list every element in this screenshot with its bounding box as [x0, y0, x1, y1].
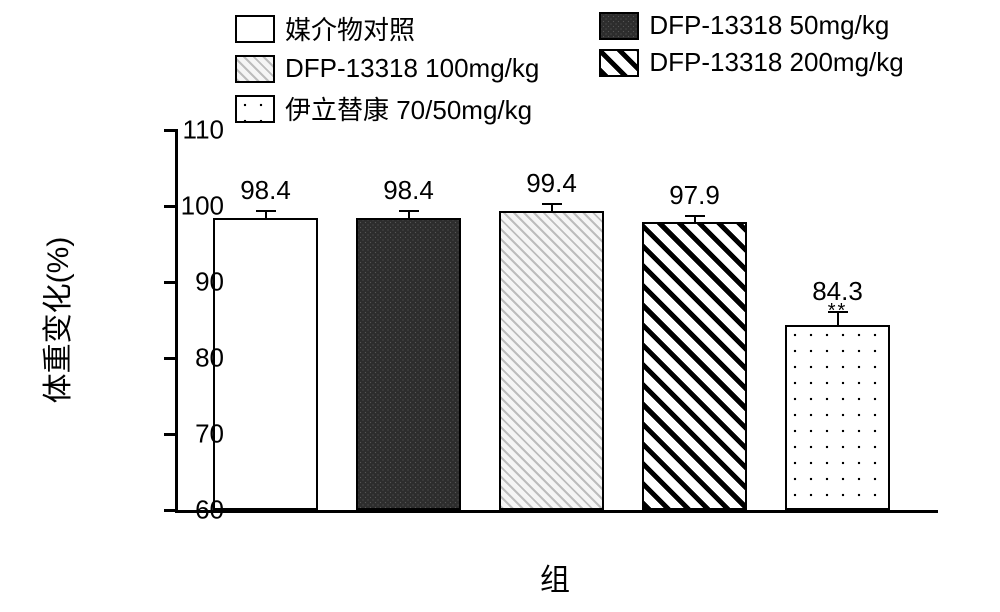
error-cap [256, 210, 276, 212]
y-tick [164, 281, 178, 284]
y-tick [164, 129, 178, 132]
y-tick-label: 60 [195, 495, 224, 526]
error-bar [408, 211, 410, 219]
error-cap [685, 215, 705, 217]
bar [642, 222, 747, 510]
legend-label: 媒介物对照 [285, 10, 415, 47]
y-axis-label: 体重变化(%) [33, 237, 77, 404]
legend-col-1: 媒介物对照 DFP-13318 100mg/kg 伊立替康 70/50mg/kg [235, 10, 539, 127]
legend-swatch [235, 55, 275, 83]
y-tick-label: 90 [195, 267, 224, 298]
legend-label: 伊立替康 70/50mg/kg [285, 90, 532, 127]
bar [356, 218, 461, 510]
y-tick-label: 80 [195, 343, 224, 374]
significance-label: ** [828, 300, 848, 323]
bar-value-label: 98.4 [383, 175, 434, 206]
legend-label: DFP-13318 200mg/kg [649, 47, 903, 78]
y-tick [164, 509, 178, 512]
y-tick [164, 205, 178, 208]
legend-label: DFP-13318 50mg/kg [649, 10, 889, 41]
bar-value-label: 97.9 [669, 180, 720, 211]
bar [499, 211, 604, 510]
legend-item: DFP-13318 50mg/kg [599, 10, 903, 41]
legend-item: DFP-13318 100mg/kg [235, 53, 539, 84]
legend-item: 伊立替康 70/50mg/kg [235, 90, 539, 127]
y-tick-label: 110 [183, 115, 224, 146]
y-tick [164, 433, 178, 436]
legend-label: DFP-13318 100mg/kg [285, 53, 539, 84]
bar-value-label: 98.4 [240, 175, 291, 206]
error-cap [542, 203, 562, 205]
legend-item: 媒介物对照 [235, 10, 539, 47]
y-tick-label: 70 [195, 419, 224, 450]
error-cap [399, 210, 419, 212]
y-tick-label: 100 [181, 191, 224, 222]
bar [213, 218, 318, 510]
bar-value-label: 99.4 [526, 168, 577, 199]
legend-swatch [235, 15, 275, 43]
legend-swatch [599, 49, 639, 77]
plot-area: 98.498.499.497.984.3** [175, 130, 938, 513]
legend-swatch [235, 95, 275, 123]
bar [785, 325, 890, 510]
error-bar [265, 211, 267, 219]
x-axis-label: 组 [540, 555, 570, 599]
y-tick [164, 357, 178, 360]
legend-item: DFP-13318 200mg/kg [599, 47, 903, 78]
legend-swatch [599, 12, 639, 40]
figure-root: 媒介物对照 DFP-13318 100mg/kg 伊立替康 70/50mg/kg D… [0, 0, 1000, 612]
legend-col-2: DFP-13318 50mg/kg DFP-13318 200mg/kg [599, 10, 903, 127]
legend: 媒介物对照 DFP-13318 100mg/kg 伊立替康 70/50mg/kg D… [235, 10, 904, 127]
